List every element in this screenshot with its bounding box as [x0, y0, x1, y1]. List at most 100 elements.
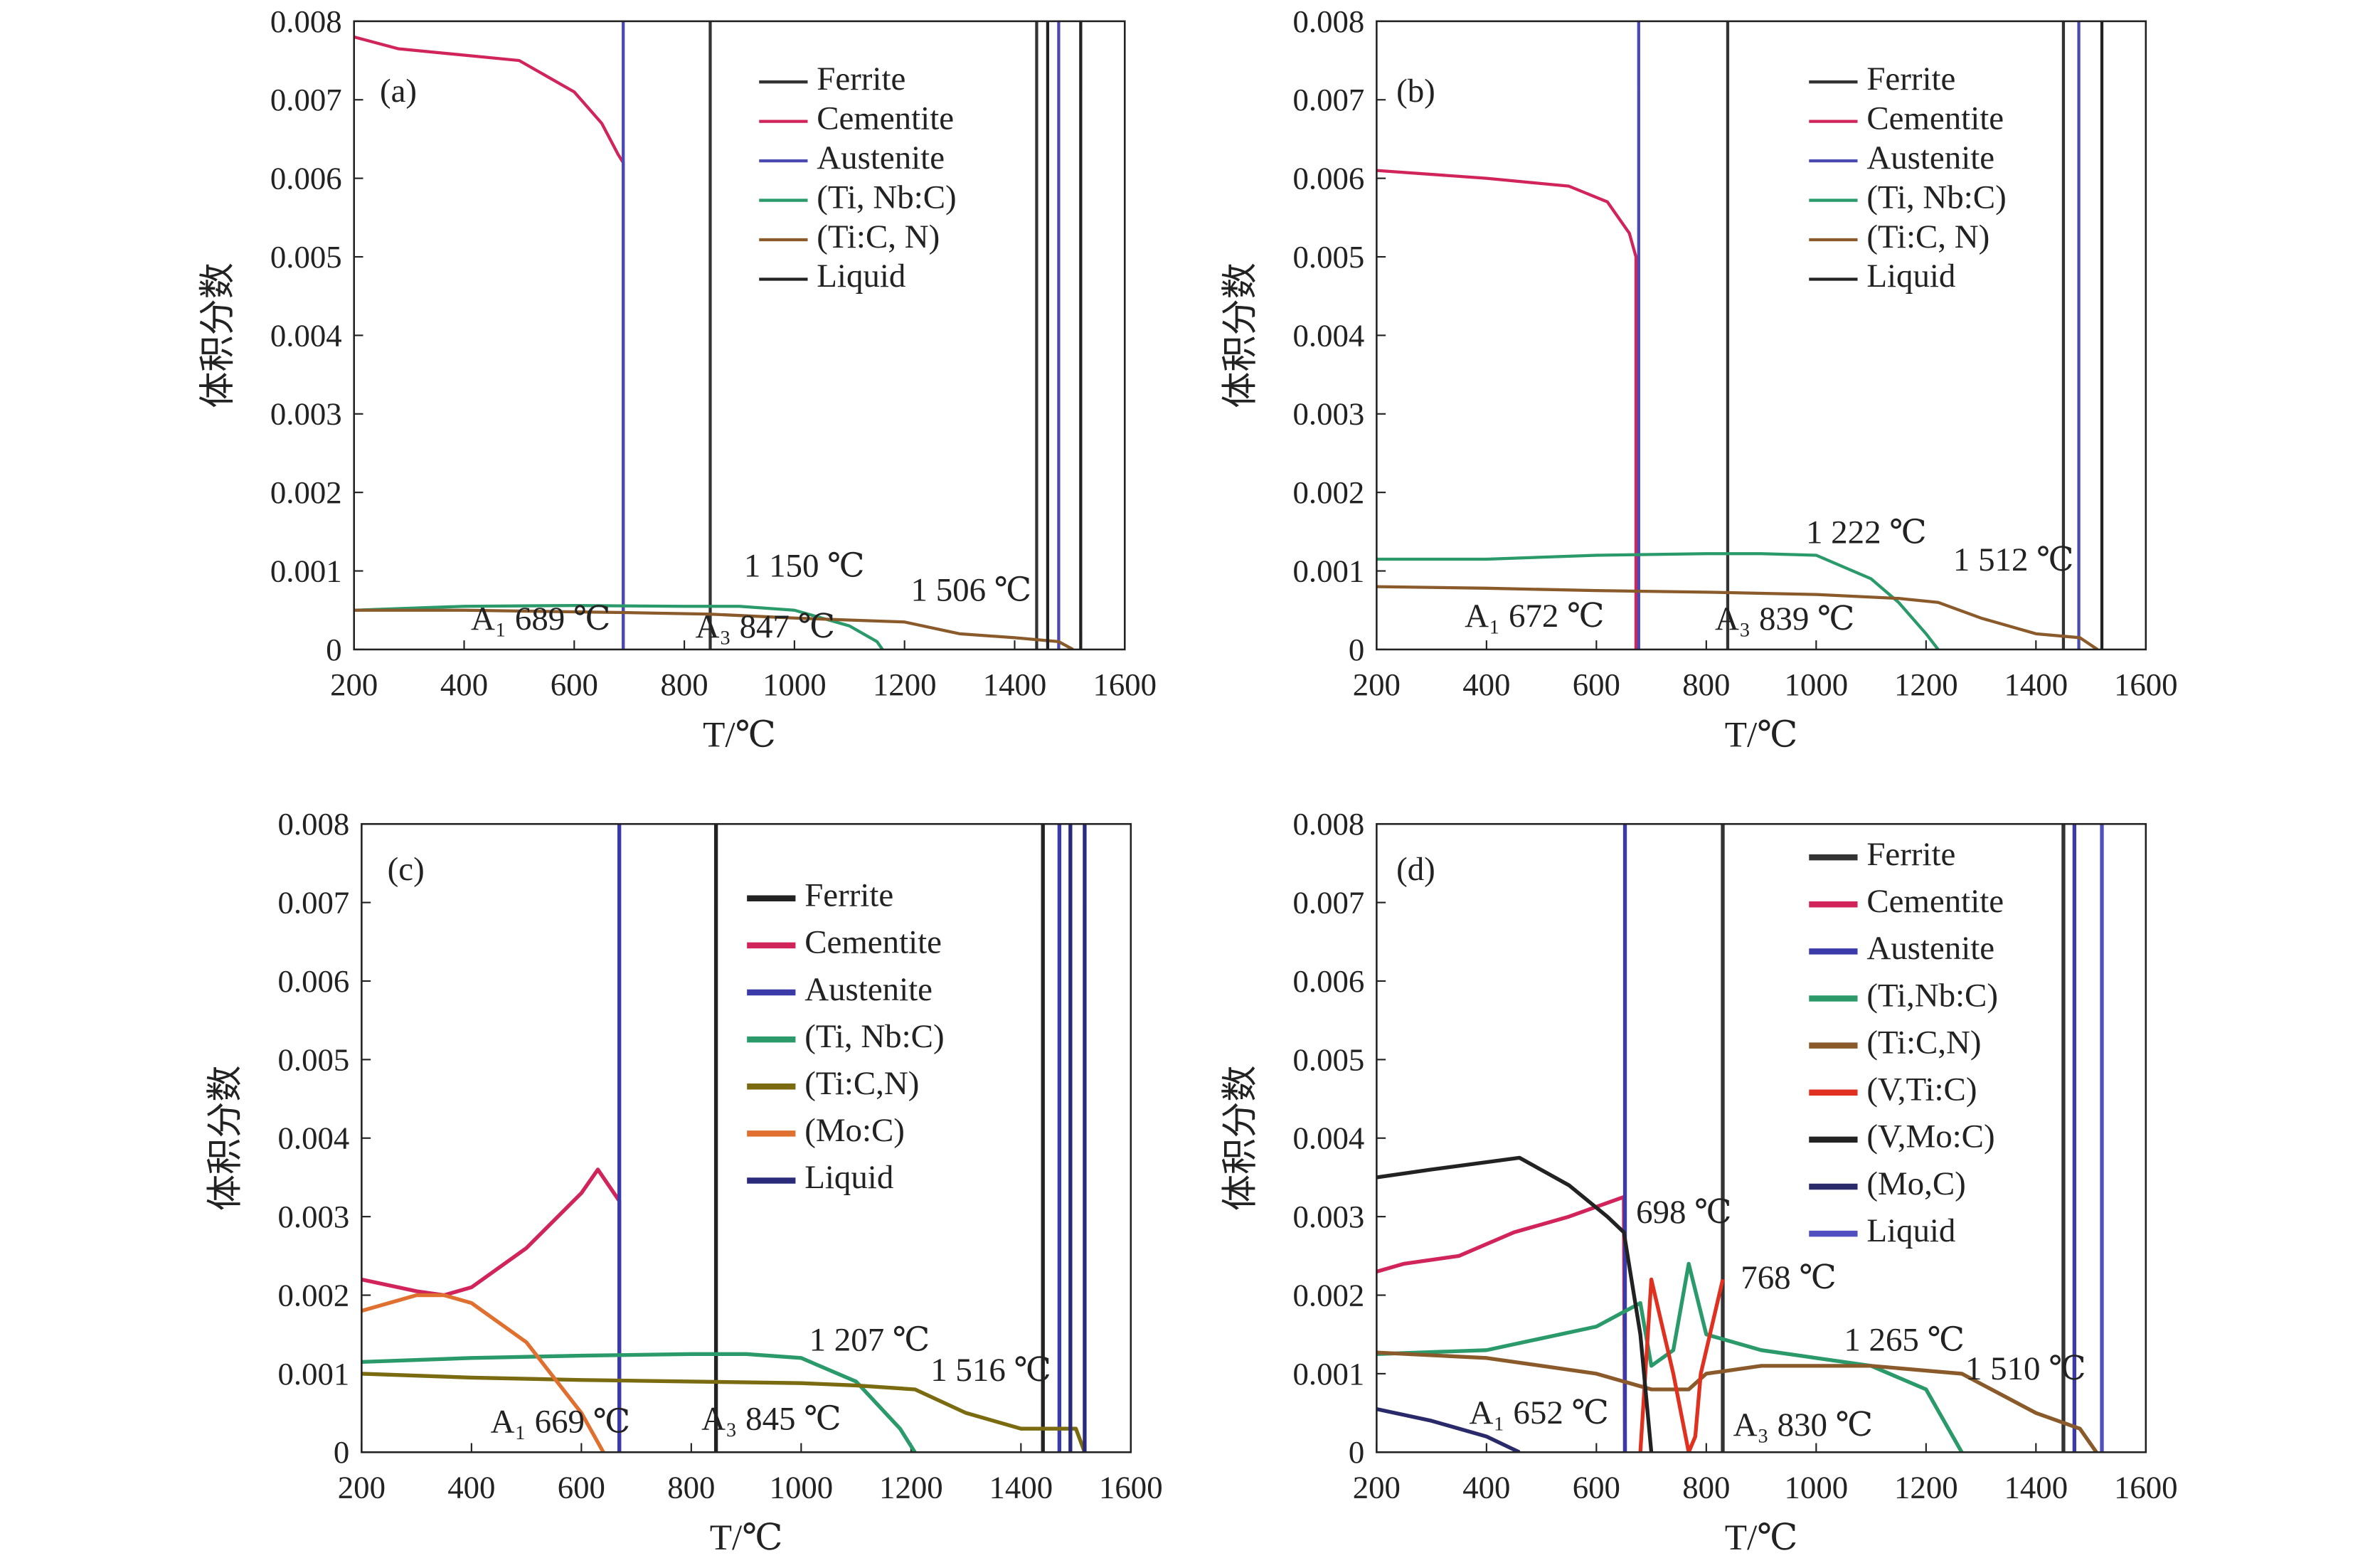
- x-tick-label: 400: [1462, 667, 1510, 702]
- y-tick-label: 0.008: [1293, 4, 1365, 39]
- y-tick-label: 0.004: [278, 1120, 350, 1156]
- x-axis-label: T/℃: [1725, 714, 1798, 755]
- legend-label: (V,Mo:C): [1866, 1118, 1994, 1155]
- annotation: A₃ 839 ℃: [1715, 600, 1855, 637]
- x-tick-label: 1200: [1894, 1469, 1958, 1505]
- y-tick-label: 0.002: [270, 475, 342, 510]
- legend-label: (Mo:C): [804, 1112, 905, 1149]
- legend-label: (Mo,C): [1866, 1165, 1965, 1202]
- legend-label: Ferrite: [817, 60, 905, 97]
- panel: 0 0.001 0.002 0.003 0.004 0.005 0.006 0.007 0.00…: [1218, 806, 2177, 1558]
- x-tick-label: 1200: [873, 667, 937, 702]
- y-tick-label: 0.004: [270, 317, 342, 353]
- legend-label: (Ti:C, N): [1866, 218, 1989, 255]
- y-tick-label: 0.003: [1293, 1199, 1365, 1234]
- legend-label: (Ti:C,N): [804, 1065, 919, 1102]
- annotation: A₃ 830 ℃: [1733, 1406, 1874, 1443]
- annotation: (d): [1396, 851, 1435, 888]
- x-tick-label: 400: [440, 667, 488, 702]
- annotation: 1 150 ℃: [744, 548, 865, 585]
- legend-label: Cementite: [817, 100, 954, 137]
- series-line: [354, 603, 884, 650]
- x-tick-label: 1200: [879, 1469, 943, 1505]
- legend-label: Austenite: [1866, 139, 1994, 176]
- x-tick-label: 800: [667, 1469, 715, 1505]
- legend-label: (Ti,Nb:C): [1866, 977, 1998, 1014]
- legend-label: (Ti, Nb:C): [1866, 179, 2006, 216]
- annotation: 1 222 ℃: [1806, 514, 1927, 551]
- y-tick-label: 0.003: [278, 1199, 350, 1234]
- series-line: [1637, 21, 2081, 650]
- series-line: [708, 21, 1038, 650]
- annotation: A₃ 845 ℃: [701, 1400, 841, 1437]
- x-tick-label: 1600: [2114, 667, 2178, 702]
- legend-label: (Ti, Nb:C): [804, 1018, 944, 1055]
- series-line: [361, 1352, 917, 1453]
- y-tick-label: 0.008: [1293, 806, 1365, 842]
- x-tick-label: 800: [1682, 667, 1730, 702]
- y-tick-label: 0: [334, 1434, 349, 1470]
- x-tick-label: 200: [1353, 1469, 1401, 1505]
- y-axis-label: 体积分数: [1218, 263, 1261, 408]
- series-line: [354, 608, 1074, 650]
- y-tick-label: 0.002: [278, 1277, 350, 1313]
- y-tick-label: 0.007: [1293, 82, 1365, 117]
- y-axis-label: 体积分数: [196, 263, 239, 408]
- series-line: [361, 1293, 605, 1453]
- series-line: [1376, 552, 1940, 650]
- series-line: [1376, 1350, 2098, 1453]
- y-axis-label: 体积分数: [1218, 1065, 1261, 1211]
- x-tick-label: 1000: [1785, 1469, 1849, 1505]
- annotation: A₃ 847 ℃: [696, 608, 836, 645]
- panel: 0 0.001 0.002 0.003 0.004 0.005 0.006 0.007 0.00…: [203, 806, 1162, 1558]
- y-tick-label: 0.002: [1293, 475, 1365, 510]
- x-tick-label: 200: [338, 1469, 386, 1505]
- legend-label: (V,Ti:C): [1866, 1071, 1977, 1108]
- x-tick-label: 1200: [1894, 667, 1958, 702]
- annotation: 1 265 ℃: [1844, 1321, 1965, 1358]
- x-tick-label: 600: [1573, 1469, 1620, 1505]
- y-axis-label: 体积分数: [203, 1065, 246, 1211]
- y-tick-label: 0.005: [1293, 1042, 1365, 1077]
- y-tick-label: 0: [1349, 632, 1364, 667]
- plot-frame: [361, 822, 1132, 1453]
- annotation: 698 ℃: [1636, 1194, 1732, 1231]
- x-tick-label: 1400: [989, 1469, 1053, 1505]
- series-line: [713, 824, 1045, 1453]
- plot-frame: [353, 20, 1126, 651]
- y-tick-label: 0.001: [278, 1356, 350, 1392]
- legend-label: Liquid: [817, 258, 905, 295]
- series-line: [1046, 21, 1083, 650]
- legend-label: Liquid: [1866, 1212, 1955, 1249]
- x-tick-label: 1600: [1099, 1469, 1163, 1505]
- annotation: A₁ 669 ℃: [491, 1404, 631, 1441]
- legend-label: Cementite: [1866, 883, 2004, 920]
- annotation: 1 506 ℃: [911, 572, 1032, 609]
- y-tick-label: 0.001: [1293, 1356, 1365, 1392]
- legend-label: Austenite: [817, 139, 945, 176]
- x-axis-label: T/℃: [703, 714, 776, 755]
- legend-label: Liquid: [804, 1159, 893, 1196]
- legend-label: (Ti, Nb:C): [817, 179, 956, 216]
- series-line: [617, 824, 1062, 1453]
- x-axis-label: T/℃: [1725, 1517, 1798, 1558]
- x-tick-label: 800: [661, 667, 708, 702]
- legend-label: Austenite: [804, 971, 933, 1008]
- annotation: A₁ 672 ℃: [1465, 598, 1605, 635]
- legend-label: Austenite: [1866, 930, 1994, 967]
- x-tick-label: 1400: [2004, 1469, 2068, 1505]
- y-tick-label: 0.007: [278, 885, 350, 921]
- x-tick-label: 400: [1462, 1469, 1510, 1505]
- y-tick-label: 0: [326, 632, 341, 667]
- annotation: A₁ 689 ℃: [471, 600, 611, 637]
- y-tick-label: 0.002: [1293, 1277, 1365, 1313]
- legend-label: (Ti:C,N): [1866, 1024, 1981, 1061]
- series-line: [1638, 1277, 1725, 1453]
- series-line: [1068, 824, 1087, 1453]
- annotation: (b): [1396, 73, 1435, 110]
- plot-frame: [1376, 822, 2147, 1453]
- series-line: [1726, 21, 2066, 650]
- series-line: [354, 35, 625, 650]
- annotation: (a): [380, 73, 417, 110]
- annotation: 768 ℃: [1741, 1259, 1837, 1296]
